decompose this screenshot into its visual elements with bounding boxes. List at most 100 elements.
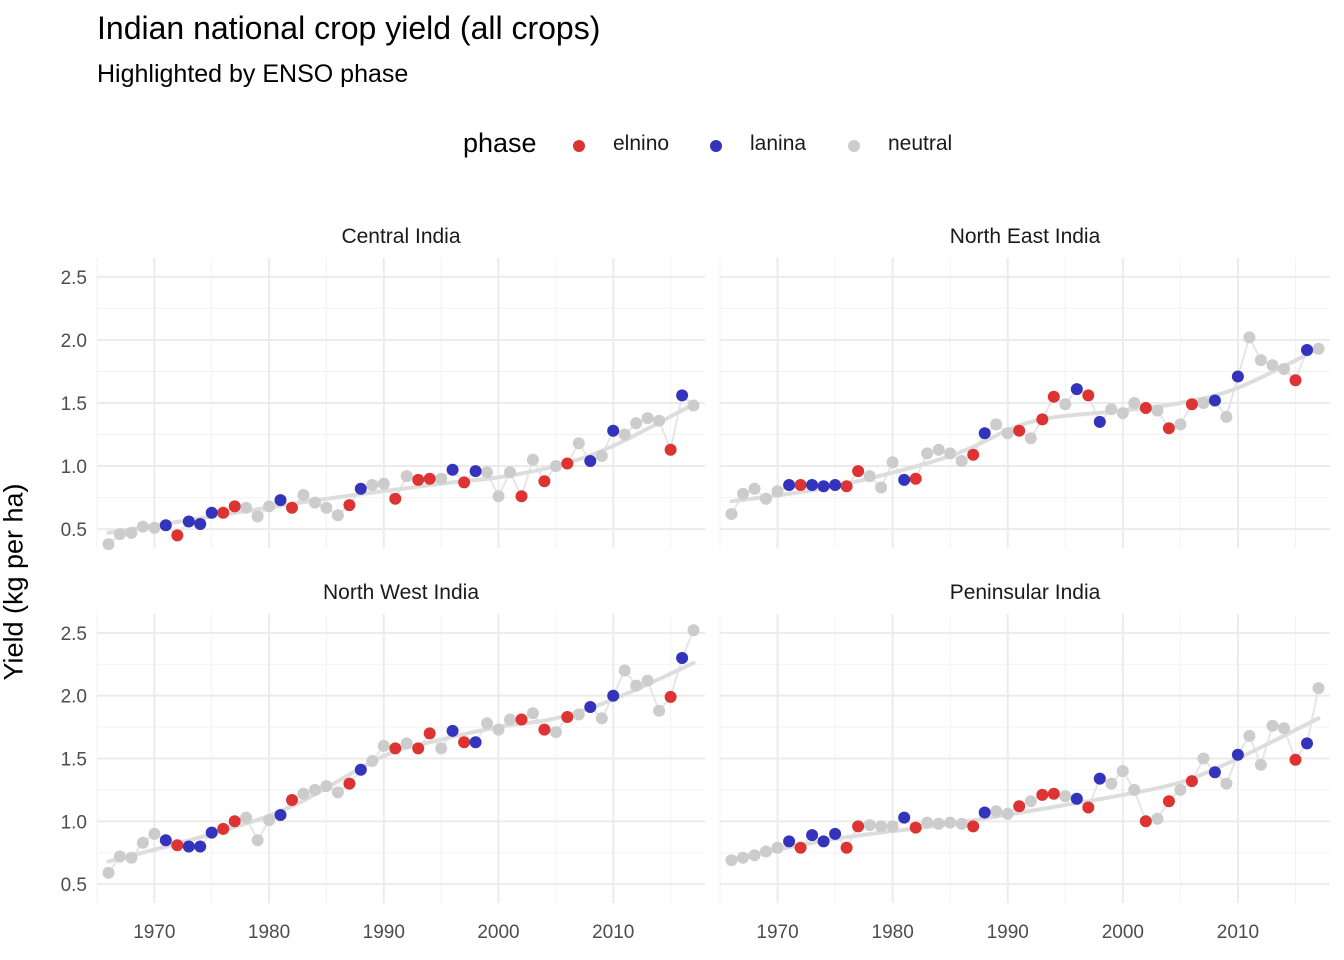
y-tick-label: 2.0: [61, 331, 87, 352]
data-point-lanina: [978, 806, 991, 819]
data-point-neutral: [572, 437, 585, 450]
data-point-elnino: [412, 742, 425, 755]
data-point-neutral: [309, 783, 321, 796]
y-tick-label: 1.0: [61, 457, 87, 478]
data-point-neutral: [400, 470, 413, 483]
data-point-neutral: [400, 737, 413, 750]
data-point-elnino: [515, 713, 528, 726]
data-point-neutral: [136, 520, 149, 533]
data-point-lanina: [584, 455, 597, 467]
panel-title-north-west-india: North West India: [323, 581, 479, 604]
panel-peninsular-india: Peninsular India 1970 1980 1990 2000 2010: [719, 581, 1330, 943]
data-point-neutral: [748, 849, 761, 862]
data-point-neutral: [136, 836, 149, 849]
data-point-lanina: [205, 506, 218, 519]
data-point-lanina: [1070, 383, 1083, 396]
data-point-lanina: [194, 518, 207, 530]
data-point-elnino: [389, 742, 402, 755]
data-point-lanina: [1093, 415, 1106, 428]
data-point-neutral: [771, 485, 784, 498]
data-point-neutral: [1105, 777, 1118, 790]
y-tick-label: 1.5: [61, 750, 87, 771]
chart-subtitle: Highlighted by ENSO phase: [97, 60, 409, 88]
data-point-neutral: [687, 399, 700, 412]
data-point-neutral: [1243, 729, 1256, 742]
data-point-neutral: [1266, 719, 1279, 732]
data-point-lanina: [607, 689, 620, 702]
data-point-lanina: [1208, 394, 1221, 407]
data-point-neutral: [1059, 790, 1072, 803]
data-point-elnino: [1289, 753, 1302, 766]
data-point-elnino: [217, 506, 230, 519]
data-point-neutral: [251, 834, 264, 847]
legend-title: phase: [463, 128, 537, 158]
data-point-lanina: [182, 840, 195, 853]
data-point-lanina: [829, 827, 842, 840]
panel-title-central-india: Central India: [341, 225, 460, 248]
panel-title-peninsular-india: Peninsular India: [950, 581, 1101, 604]
data-point-elnino: [343, 499, 356, 512]
data-point-neutral: [921, 816, 934, 829]
data-point-neutral: [1128, 783, 1141, 796]
data-point-neutral: [1266, 359, 1279, 372]
panel-title-north-east-india: North East India: [950, 225, 1101, 248]
data-point-elnino: [343, 777, 356, 790]
data-point-elnino: [561, 711, 574, 723]
data-point-neutral: [1312, 682, 1325, 695]
data-point-elnino: [1139, 815, 1152, 828]
data-point-elnino: [852, 465, 865, 478]
data-point-neutral: [618, 428, 631, 441]
data-point-elnino: [1036, 413, 1049, 426]
panel-north-east-india: North East India: [719, 225, 1330, 548]
y-tick-label: 1.5: [61, 394, 87, 415]
legend-dot-lanina: [710, 140, 722, 152]
data-point-neutral: [875, 820, 888, 833]
data-point-neutral: [1105, 403, 1118, 416]
data-point-lanina: [469, 736, 482, 749]
data-point-neutral: [251, 510, 264, 523]
data-point-lanina: [676, 389, 689, 402]
data-point-neutral: [1174, 418, 1187, 431]
data-point-elnino: [1047, 390, 1060, 403]
data-point-neutral: [263, 500, 276, 513]
data-point-lanina: [829, 479, 842, 491]
data-point-neutral: [504, 713, 516, 726]
data-point-lanina: [1301, 344, 1313, 356]
data-point-neutral: [863, 819, 876, 832]
data-point-neutral: [1278, 363, 1290, 375]
data-point-lanina: [806, 829, 819, 842]
data-point-lanina: [182, 515, 195, 528]
data-point-neutral: [653, 414, 666, 427]
data-point-elnino: [412, 473, 425, 486]
data-point-neutral: [737, 487, 749, 500]
legend-label-neutral: neutral: [888, 132, 953, 155]
series-line: [107, 629, 695, 874]
data-point-neutral: [687, 624, 700, 637]
data-point-neutral: [526, 453, 539, 466]
data-point-neutral: [1197, 397, 1210, 409]
data-point-neutral: [1278, 722, 1290, 735]
x-tick-label: 2000: [1102, 922, 1144, 943]
data-point-elnino: [1013, 424, 1026, 437]
data-point-neutral: [366, 479, 379, 491]
data-point-neutral: [1174, 783, 1187, 796]
data-point-neutral: [481, 717, 493, 730]
data-point-neutral: [875, 481, 888, 494]
data-point-elnino: [840, 480, 853, 493]
data-point-neutral: [771, 841, 784, 854]
data-point-elnino: [1162, 422, 1175, 435]
data-point-elnino: [538, 475, 551, 488]
data-point-elnino: [458, 476, 471, 489]
trend-line: [106, 661, 696, 864]
data-point-neutral: [725, 854, 738, 867]
data-point-neutral: [504, 466, 516, 479]
data-point-neutral: [377, 477, 390, 490]
data-point-elnino: [909, 472, 922, 485]
data-point-neutral: [1312, 342, 1325, 355]
data-point-neutral: [1243, 331, 1256, 344]
data-point-neutral: [725, 508, 738, 520]
data-point-lanina: [205, 826, 218, 839]
data-point-lanina: [354, 763, 367, 776]
data-point-neutral: [595, 712, 608, 725]
